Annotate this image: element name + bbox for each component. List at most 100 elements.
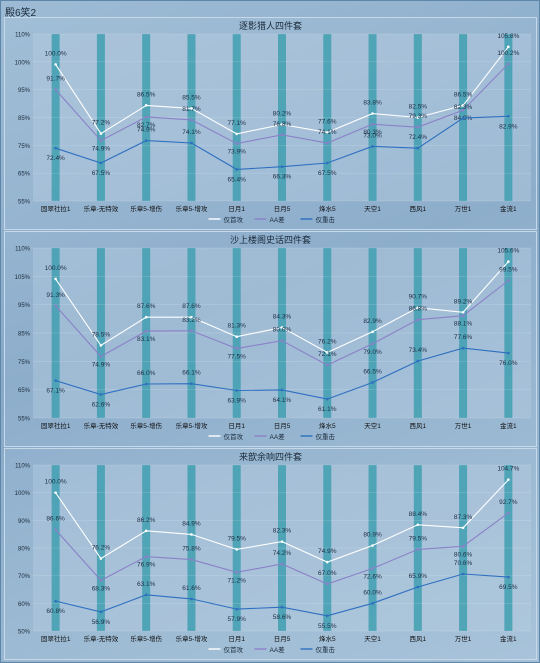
- data-point[interactable]: [54, 146, 57, 150]
- data-point[interactable]: [54, 528, 57, 532]
- data-point[interactable]: [325, 141, 329, 145]
- data-point[interactable]: [190, 315, 193, 319]
- data-point[interactable]: [325, 614, 329, 618]
- data-point[interactable]: [507, 511, 510, 515]
- data-point[interactable]: [99, 132, 103, 135]
- data-point[interactable]: [325, 560, 329, 564]
- chart-panel-3[interactable]: 来歆余响四件套 50% 60% 70% 80% 90% 100% 110% 固翠社拉1 乐章-无特…: [4, 448, 537, 660]
- data-point[interactable]: [235, 168, 239, 171]
- data-point[interactable]: [54, 599, 57, 603]
- data-point[interactable]: [416, 306, 420, 309]
- data-point[interactable]: [235, 335, 239, 339]
- data-point[interactable]: [99, 355, 103, 358]
- data-point[interactable]: [54, 88, 57, 91]
- data-point[interactable]: [280, 540, 284, 543]
- data-point[interactable]: [416, 146, 420, 150]
- data-point[interactable]: [371, 330, 374, 334]
- data-point[interactable]: [416, 359, 420, 363]
- data-point[interactable]: [280, 562, 284, 566]
- data-point[interactable]: [190, 558, 193, 561]
- data-point[interactable]: [54, 63, 57, 66]
- data-point[interactable]: [280, 133, 284, 137]
- data-point[interactable]: [461, 108, 465, 112]
- data-point[interactable]: [507, 62, 510, 66]
- data-point[interactable]: [99, 139, 103, 142]
- data-point[interactable]: [461, 545, 465, 548]
- data-point[interactable]: [416, 523, 420, 527]
- data-point[interactable]: [54, 277, 57, 281]
- data-point[interactable]: [507, 279, 510, 282]
- data-point[interactable]: [99, 557, 103, 560]
- data-point[interactable]: [190, 118, 193, 122]
- data-point[interactable]: [99, 344, 103, 347]
- data-point[interactable]: [235, 548, 239, 551]
- data-point[interactable]: [280, 339, 284, 343]
- data-point[interactable]: [371, 381, 374, 384]
- data-point[interactable]: [144, 529, 148, 533]
- data-point[interactable]: [190, 382, 193, 385]
- data-point[interactable]: [416, 318, 420, 322]
- data-point[interactable]: [235, 132, 239, 136]
- data-point[interactable]: [99, 393, 103, 396]
- data-point[interactable]: [325, 351, 329, 354]
- chart-panel-2[interactable]: 沙上楼阁史话四件套 55% 65% 75% 85% 95% 105% 110% 固翠社拉1 乐章-…: [4, 231, 537, 447]
- data-point[interactable]: [144, 555, 148, 558]
- data-point[interactable]: [507, 478, 510, 481]
- data-point[interactable]: [371, 112, 374, 115]
- data-point[interactable]: [325, 363, 329, 367]
- data-point[interactable]: [371, 122, 374, 126]
- data-point[interactable]: [280, 388, 284, 392]
- data-point[interactable]: [461, 116, 465, 120]
- data-point[interactable]: [507, 351, 510, 355]
- data-point[interactable]: [190, 329, 193, 333]
- data-point[interactable]: [280, 605, 284, 609]
- data-point[interactable]: [325, 397, 329, 401]
- data-point[interactable]: [325, 582, 329, 586]
- data-point[interactable]: [190, 141, 193, 145]
- data-point[interactable]: [461, 104, 465, 107]
- data-point[interactable]: [54, 379, 57, 382]
- data-point[interactable]: [371, 602, 374, 605]
- data-point[interactable]: [507, 45, 510, 49]
- data-point[interactable]: [144, 139, 148, 142]
- data-point[interactable]: [144, 593, 148, 597]
- data-point[interactable]: [461, 346, 465, 350]
- data-point[interactable]: [325, 161, 329, 165]
- data-point[interactable]: [461, 314, 465, 317]
- data-point[interactable]: [99, 161, 103, 165]
- data-point[interactable]: [235, 389, 239, 392]
- data-point[interactable]: [416, 548, 420, 551]
- data-point[interactable]: [461, 526, 465, 530]
- data-point[interactable]: [507, 260, 510, 263]
- chart-panel-1[interactable]: 逐影猎人四件套 55% 65% 75% 85% 95% 100% 110% 固翠社拉1 乐章-无特…: [4, 17, 537, 230]
- data-point[interactable]: [371, 145, 374, 148]
- data-point[interactable]: [371, 342, 374, 346]
- data-point[interactable]: [99, 610, 103, 614]
- data-point[interactable]: [416, 125, 420, 129]
- data-point[interactable]: [507, 575, 510, 579]
- data-point[interactable]: [144, 115, 148, 119]
- data-point[interactable]: [371, 544, 374, 547]
- data-point[interactable]: [280, 165, 284, 168]
- data-point[interactable]: [507, 114, 510, 118]
- data-point[interactable]: [144, 329, 148, 333]
- data-point[interactable]: [54, 491, 57, 494]
- data-point[interactable]: [144, 315, 148, 319]
- data-point[interactable]: [461, 572, 465, 576]
- data-point[interactable]: [371, 567, 374, 570]
- data-point[interactable]: [235, 347, 239, 350]
- data-point[interactable]: [280, 326, 284, 329]
- data-point[interactable]: [235, 607, 239, 611]
- data-point[interactable]: [190, 107, 193, 110]
- data-point[interactable]: [461, 310, 465, 314]
- data-point[interactable]: [144, 104, 148, 107]
- data-point[interactable]: [190, 597, 193, 601]
- data-point[interactable]: [416, 116, 420, 119]
- data-point[interactable]: [235, 142, 239, 145]
- data-point[interactable]: [190, 533, 193, 536]
- data-point[interactable]: [280, 123, 284, 126]
- data-point[interactable]: [54, 304, 57, 308]
- data-point[interactable]: [99, 579, 103, 582]
- data-point[interactable]: [235, 571, 239, 574]
- data-point[interactable]: [144, 382, 148, 386]
